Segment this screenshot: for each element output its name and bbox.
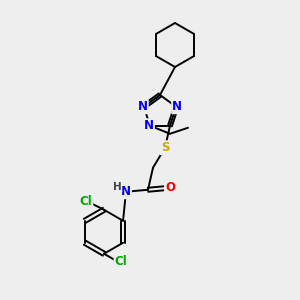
Text: Cl: Cl: [115, 255, 128, 268]
Text: N: N: [172, 100, 182, 113]
Text: N: N: [138, 100, 148, 113]
Text: O: O: [165, 181, 175, 194]
Text: N: N: [121, 185, 131, 198]
Text: N: N: [144, 119, 154, 132]
Text: Cl: Cl: [80, 195, 92, 208]
Text: S: S: [161, 141, 169, 154]
Text: H: H: [112, 182, 122, 192]
